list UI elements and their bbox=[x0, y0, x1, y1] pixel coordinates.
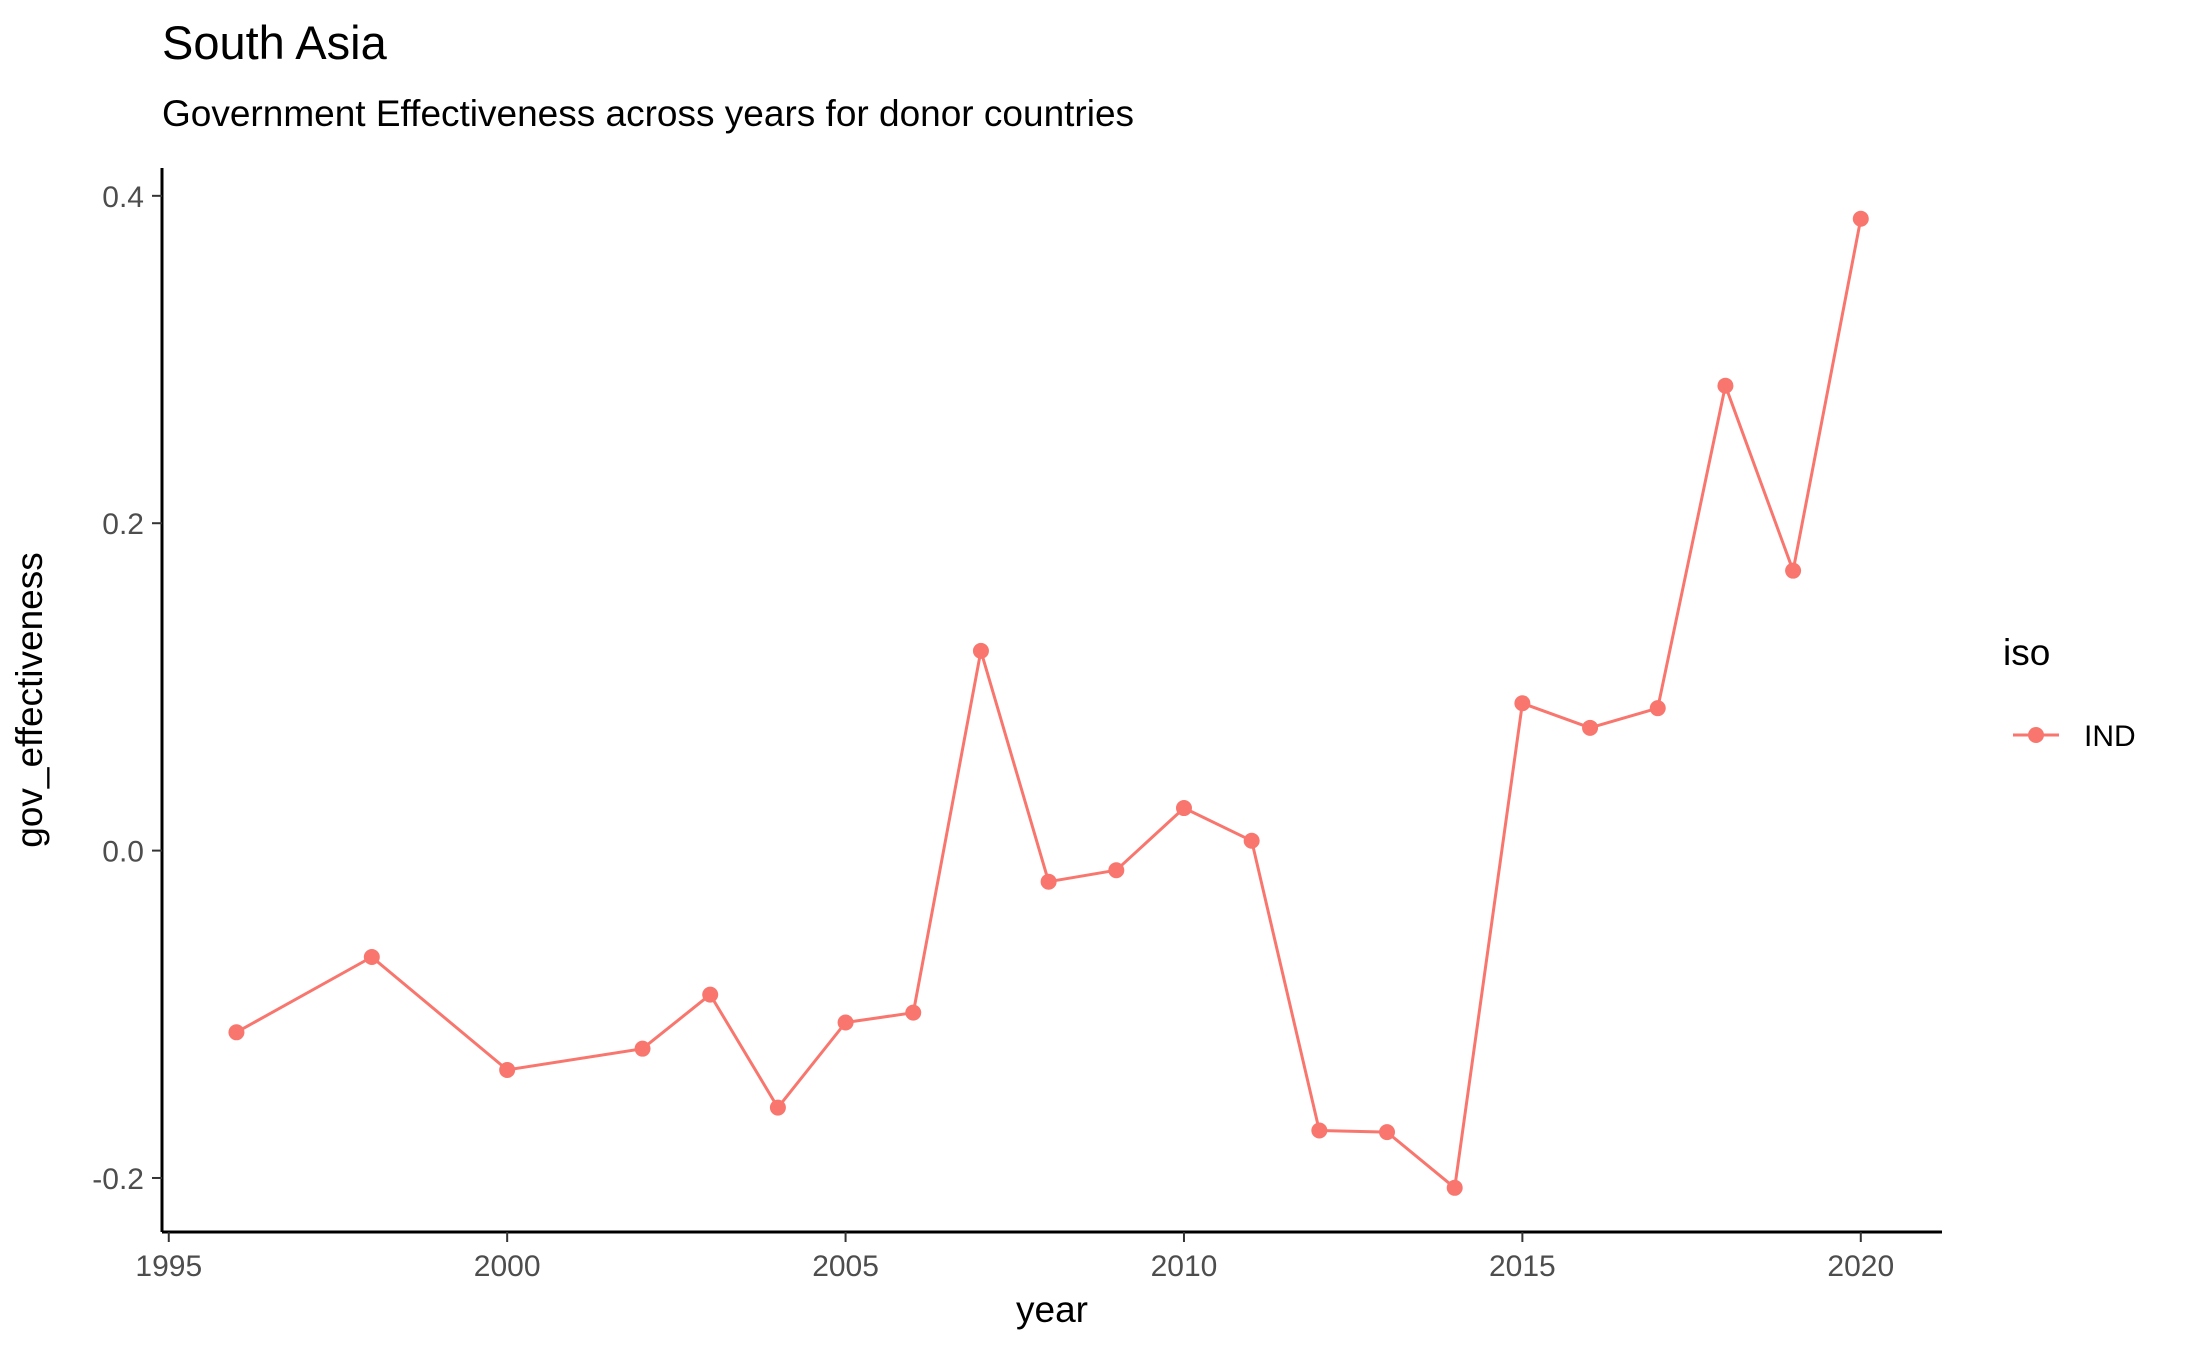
data-point bbox=[1852, 210, 1869, 227]
x-axis: 1995 2000 2005 2010 2015 2020 bbox=[135, 1230, 1942, 1283]
data-point bbox=[1108, 862, 1125, 879]
data-point bbox=[634, 1040, 651, 1057]
data-point bbox=[1175, 800, 1192, 817]
x-axis-title: year bbox=[1016, 1289, 1088, 1330]
x-tick-label: 2015 bbox=[1489, 1250, 1556, 1283]
x-tick-label: 2000 bbox=[474, 1250, 541, 1283]
x-tick-label: 2010 bbox=[1151, 1250, 1218, 1283]
data-point bbox=[905, 1004, 922, 1021]
legend-label: IND bbox=[2084, 720, 2136, 753]
data-point bbox=[702, 986, 719, 1003]
chart-subtitle: Government Effectiveness across years fo… bbox=[162, 93, 1134, 134]
y-tick-label: -0.2 bbox=[92, 1163, 144, 1196]
data-point bbox=[1514, 695, 1531, 712]
y-axis-title: gov_effectiveness bbox=[9, 552, 50, 848]
data-point bbox=[769, 1099, 786, 1116]
series-layer bbox=[228, 210, 1869, 1196]
data-point bbox=[1785, 562, 1802, 579]
y-tick-label: 0.0 bbox=[102, 836, 144, 869]
series-line-ind bbox=[235, 218, 1863, 1190]
y-axis: -0.2 0.0 0.2 0.4 bbox=[92, 168, 164, 1232]
x-tick-label: 1995 bbox=[135, 1250, 202, 1283]
data-point bbox=[837, 1014, 854, 1031]
data-point bbox=[1243, 832, 1260, 849]
x-tick-label: 2020 bbox=[1827, 1250, 1894, 1283]
data-point bbox=[972, 642, 989, 659]
legend-key-point bbox=[2028, 727, 2044, 743]
data-point bbox=[1582, 719, 1599, 736]
y-tick-label: 0.4 bbox=[102, 181, 144, 214]
data-point bbox=[1446, 1179, 1463, 1196]
data-point bbox=[1717, 377, 1734, 394]
data-point bbox=[228, 1024, 245, 1041]
data-point bbox=[1379, 1124, 1396, 1141]
data-point bbox=[499, 1061, 516, 1078]
legend-title: iso bbox=[2003, 632, 2050, 673]
data-point bbox=[1649, 700, 1666, 717]
data-point bbox=[1040, 873, 1057, 890]
chart-title: South Asia bbox=[162, 16, 388, 69]
legend: iso IND bbox=[2003, 632, 2136, 753]
y-tick-label: 0.2 bbox=[102, 508, 144, 541]
x-tick-label: 2005 bbox=[812, 1250, 879, 1283]
data-point bbox=[1311, 1122, 1328, 1139]
legend-entries: IND bbox=[2013, 720, 2136, 753]
data-point bbox=[363, 948, 380, 965]
